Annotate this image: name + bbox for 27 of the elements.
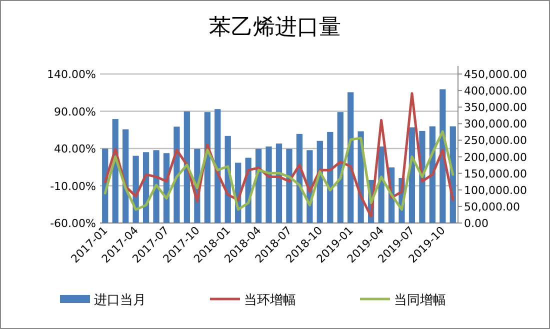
y2-tick-label: 350,000.00 [464,101,527,114]
y2-tick-label: 150,000.00 [464,167,527,180]
legend-label: 当同增幅 [394,293,446,308]
legend-label: 进口当月 [94,293,146,308]
bar [327,132,334,223]
bar [214,109,221,223]
y2-tick-label: 0.00 [464,217,488,230]
chart-title: 苯乙烯进口量 [209,15,341,40]
bar [276,144,282,223]
y2-tick-label: 200,000.00 [464,150,527,164]
y-tick-label: 40.00% [54,142,96,156]
legend-label: 当环增幅 [244,293,296,308]
y2-tick-label: 250,000.00 [464,134,527,148]
y-tick-label: -10.00% [50,180,96,193]
y-tick-label: 90.00% [54,105,96,118]
bar [153,150,160,223]
y-tick-label: 140.00% [47,68,96,81]
y2-tick-label: 100,000.00 [464,184,527,197]
y2-tick-label: 450,000.00 [464,68,527,81]
bar [266,146,272,223]
bar [184,111,190,223]
bar [348,92,354,223]
y2-tick-label: 50,000.00 [464,200,520,214]
y2-tick-label: 300,000.00 [464,118,527,131]
y2-tick-label: 400,000.00 [464,84,527,98]
y-tick-label: -60.00% [50,217,96,230]
bar [286,148,292,223]
